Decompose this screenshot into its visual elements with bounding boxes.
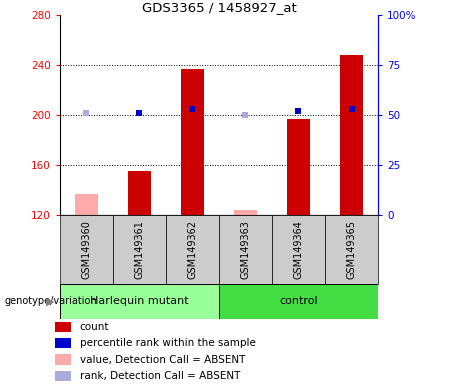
Text: ▶: ▶: [47, 296, 55, 306]
Text: rank, Detection Call = ABSENT: rank, Detection Call = ABSENT: [80, 371, 240, 381]
Bar: [219, 284, 378, 319]
Text: count: count: [80, 322, 109, 332]
Text: control: control: [279, 296, 318, 306]
Bar: [234, 210, 257, 215]
Bar: [113, 215, 166, 284]
Text: GSM149362: GSM149362: [188, 220, 197, 279]
Title: GDS3365 / 1458927_at: GDS3365 / 1458927_at: [142, 1, 296, 14]
Bar: [272, 215, 325, 284]
Bar: [60, 215, 113, 284]
Bar: [287, 119, 310, 215]
Bar: [166, 215, 219, 284]
Bar: [55, 322, 71, 332]
Bar: [60, 284, 219, 319]
Bar: [181, 69, 204, 215]
Text: value, Detection Call = ABSENT: value, Detection Call = ABSENT: [80, 354, 245, 364]
Text: Harlequin mutant: Harlequin mutant: [90, 296, 189, 306]
Bar: [128, 171, 151, 215]
Bar: [55, 371, 71, 381]
Text: percentile rank within the sample: percentile rank within the sample: [80, 338, 256, 348]
Bar: [55, 354, 71, 365]
Text: GSM149365: GSM149365: [347, 220, 356, 279]
Text: GSM149361: GSM149361: [135, 220, 144, 279]
Bar: [325, 215, 378, 284]
Bar: [75, 194, 98, 215]
Bar: [340, 55, 363, 215]
Text: GSM149363: GSM149363: [241, 220, 250, 279]
Text: genotype/variation: genotype/variation: [5, 296, 97, 306]
Bar: [219, 215, 272, 284]
Text: GSM149360: GSM149360: [82, 220, 91, 279]
Text: GSM149364: GSM149364: [294, 220, 303, 279]
Bar: [55, 338, 71, 348]
